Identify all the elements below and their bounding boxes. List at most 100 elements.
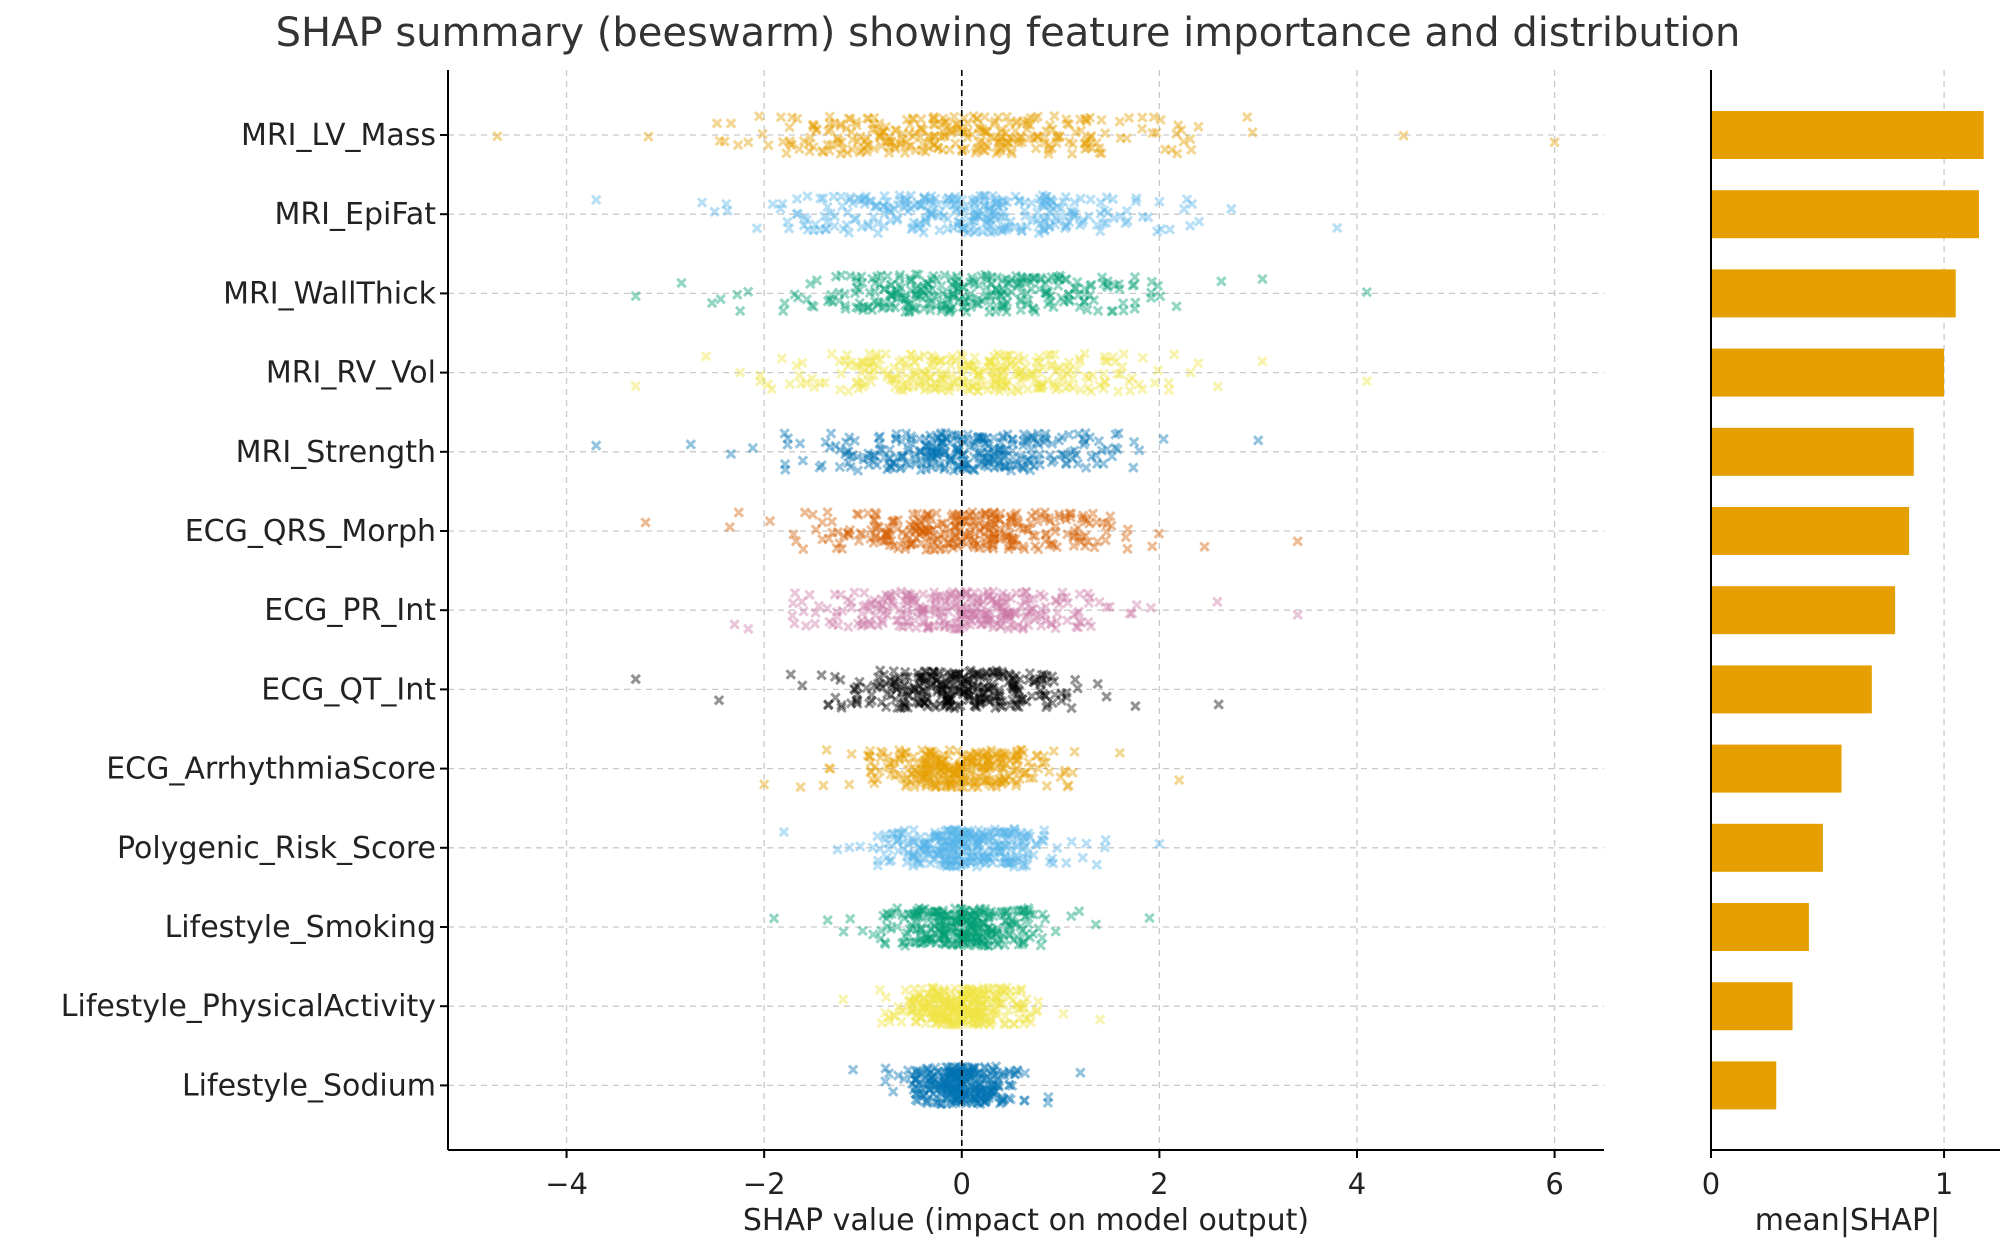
shap-point-MRI_LV_Mass [938, 127, 950, 138]
shap-point-MRI_LV_Mass [1006, 148, 1018, 160]
point-stroke [878, 126, 889, 137]
point-stroke [1193, 121, 1204, 133]
shap-point-MRI_RV_Vol [1137, 352, 1149, 364]
point-stroke [1172, 120, 1184, 131]
point-stroke [910, 145, 922, 156]
shap-point-MRI_LV_Mass [1096, 114, 1107, 126]
point-stroke [988, 132, 999, 143]
point-stroke [867, 118, 879, 130]
point-stroke [1022, 115, 1033, 126]
shap-point-MRI_LV_Mass [719, 136, 730, 147]
point-stroke [1054, 130, 1065, 142]
point-stroke [1006, 148, 1018, 160]
point-stroke [874, 131, 886, 143]
point-stroke [757, 128, 768, 140]
shap-point-MRI_LV_Mass [1123, 112, 1135, 124]
shap-point-MRI_Strength [884, 444, 896, 455]
shap-point-MRI_LV_Mass [891, 124, 902, 136]
shap-point-MRI_LV_Mass [1193, 121, 1204, 133]
point-stroke [1004, 117, 1015, 129]
shap-point-MRI_LV_Mass [946, 127, 957, 139]
shap-point-MRI_LV_Mass [851, 120, 862, 131]
point-stroke [985, 131, 996, 143]
shap-point-MRI_LV_Mass [1001, 111, 1013, 123]
point-stroke [785, 139, 796, 150]
point-stroke [1067, 138, 1079, 150]
shap-point-MRI_LV_Mass [1175, 124, 1187, 136]
shap-point-MRI_LV_Mass [874, 132, 886, 143]
shap-point-MRI_LV_Mass [867, 118, 879, 130]
point-stroke [977, 126, 989, 137]
point-stroke [957, 125, 969, 137]
point-stroke [1005, 146, 1017, 157]
point-stroke [1123, 112, 1135, 124]
point-stroke [863, 139, 874, 151]
point-stroke [1054, 131, 1065, 143]
point-stroke [971, 113, 983, 124]
point-stroke [643, 131, 654, 142]
shap-point-MRI_Strength [1252, 435, 1264, 446]
shap-point-MRI_LV_Mass [1030, 143, 1042, 154]
point-stroke [711, 118, 723, 129]
point-stroke [803, 138, 815, 150]
point-stroke [920, 146, 931, 158]
point-stroke [824, 111, 835, 122]
point-stroke [907, 113, 919, 125]
shap-point-MRI_LV_Mass [1080, 138, 1091, 149]
point-stroke [1171, 128, 1182, 140]
point-stroke [952, 119, 963, 130]
point-stroke [803, 138, 815, 150]
point-stroke [1060, 113, 1072, 125]
point-stroke [900, 136, 912, 148]
point-stroke [939, 117, 950, 129]
point-stroke [981, 127, 992, 139]
point-stroke [1123, 112, 1135, 124]
point-stroke [1052, 132, 1063, 144]
shap-point-MRI_LV_Mass [1010, 125, 1021, 137]
point-stroke [822, 125, 834, 137]
shap-point-MRI_LV_Mass [916, 123, 927, 135]
point-stroke [882, 136, 894, 147]
shap-point-MRI_LV_Mass [996, 127, 1007, 138]
point-stroke [1062, 118, 1073, 129]
point-stroke [1079, 138, 1090, 149]
shap-point-MRI_LV_Mass [876, 140, 887, 152]
point-stroke [974, 123, 986, 135]
point-stroke [924, 136, 936, 147]
shap-point-ECG_QRS_Morph [817, 534, 828, 545]
point-stroke [1001, 142, 1012, 154]
shap-point-MRI_LV_Mass [1025, 112, 1037, 124]
point-stroke [1003, 137, 1015, 148]
shap-point-MRI_LV_Mass [982, 141, 993, 152]
point-stroke [1075, 125, 1087, 137]
point-stroke [916, 123, 927, 135]
point-stroke [945, 125, 956, 136]
point-stroke [1060, 113, 1072, 125]
shap-point-MRI_LV_Mass [1549, 137, 1560, 148]
point-stroke [982, 141, 993, 152]
point-stroke [980, 138, 991, 150]
point-stroke [1172, 148, 1183, 159]
point-stroke [890, 143, 901, 154]
shap-point-MRI_LV_Mass [1247, 127, 1258, 138]
shap-point-MRI_LV_Mass [977, 126, 989, 137]
shap-point-MRI_LV_Mass [907, 112, 919, 124]
point-stroke [985, 131, 996, 143]
shap-point-MRI_LV_Mass [1147, 127, 1158, 139]
point-stroke [946, 127, 957, 139]
point-stroke [886, 136, 897, 148]
point-stroke [1022, 118, 1033, 130]
shap-point-MRI_LV_Mass [1054, 131, 1065, 143]
point-stroke [955, 122, 966, 134]
shap-point-MRI_RV_Vol [776, 353, 788, 364]
point-stroke [878, 126, 889, 137]
point-stroke [1003, 137, 1015, 148]
point-stroke [939, 130, 950, 142]
shap-point-MRI_EpiFat [1184, 220, 1196, 232]
shap-point-MRI_EpiFat [829, 220, 840, 232]
point-stroke [937, 144, 948, 156]
point-stroke [894, 139, 906, 150]
point-stroke [1080, 143, 1091, 155]
shap-point-ECG_QRS_Morph [1292, 535, 1303, 547]
point-stroke [1002, 137, 1014, 149]
